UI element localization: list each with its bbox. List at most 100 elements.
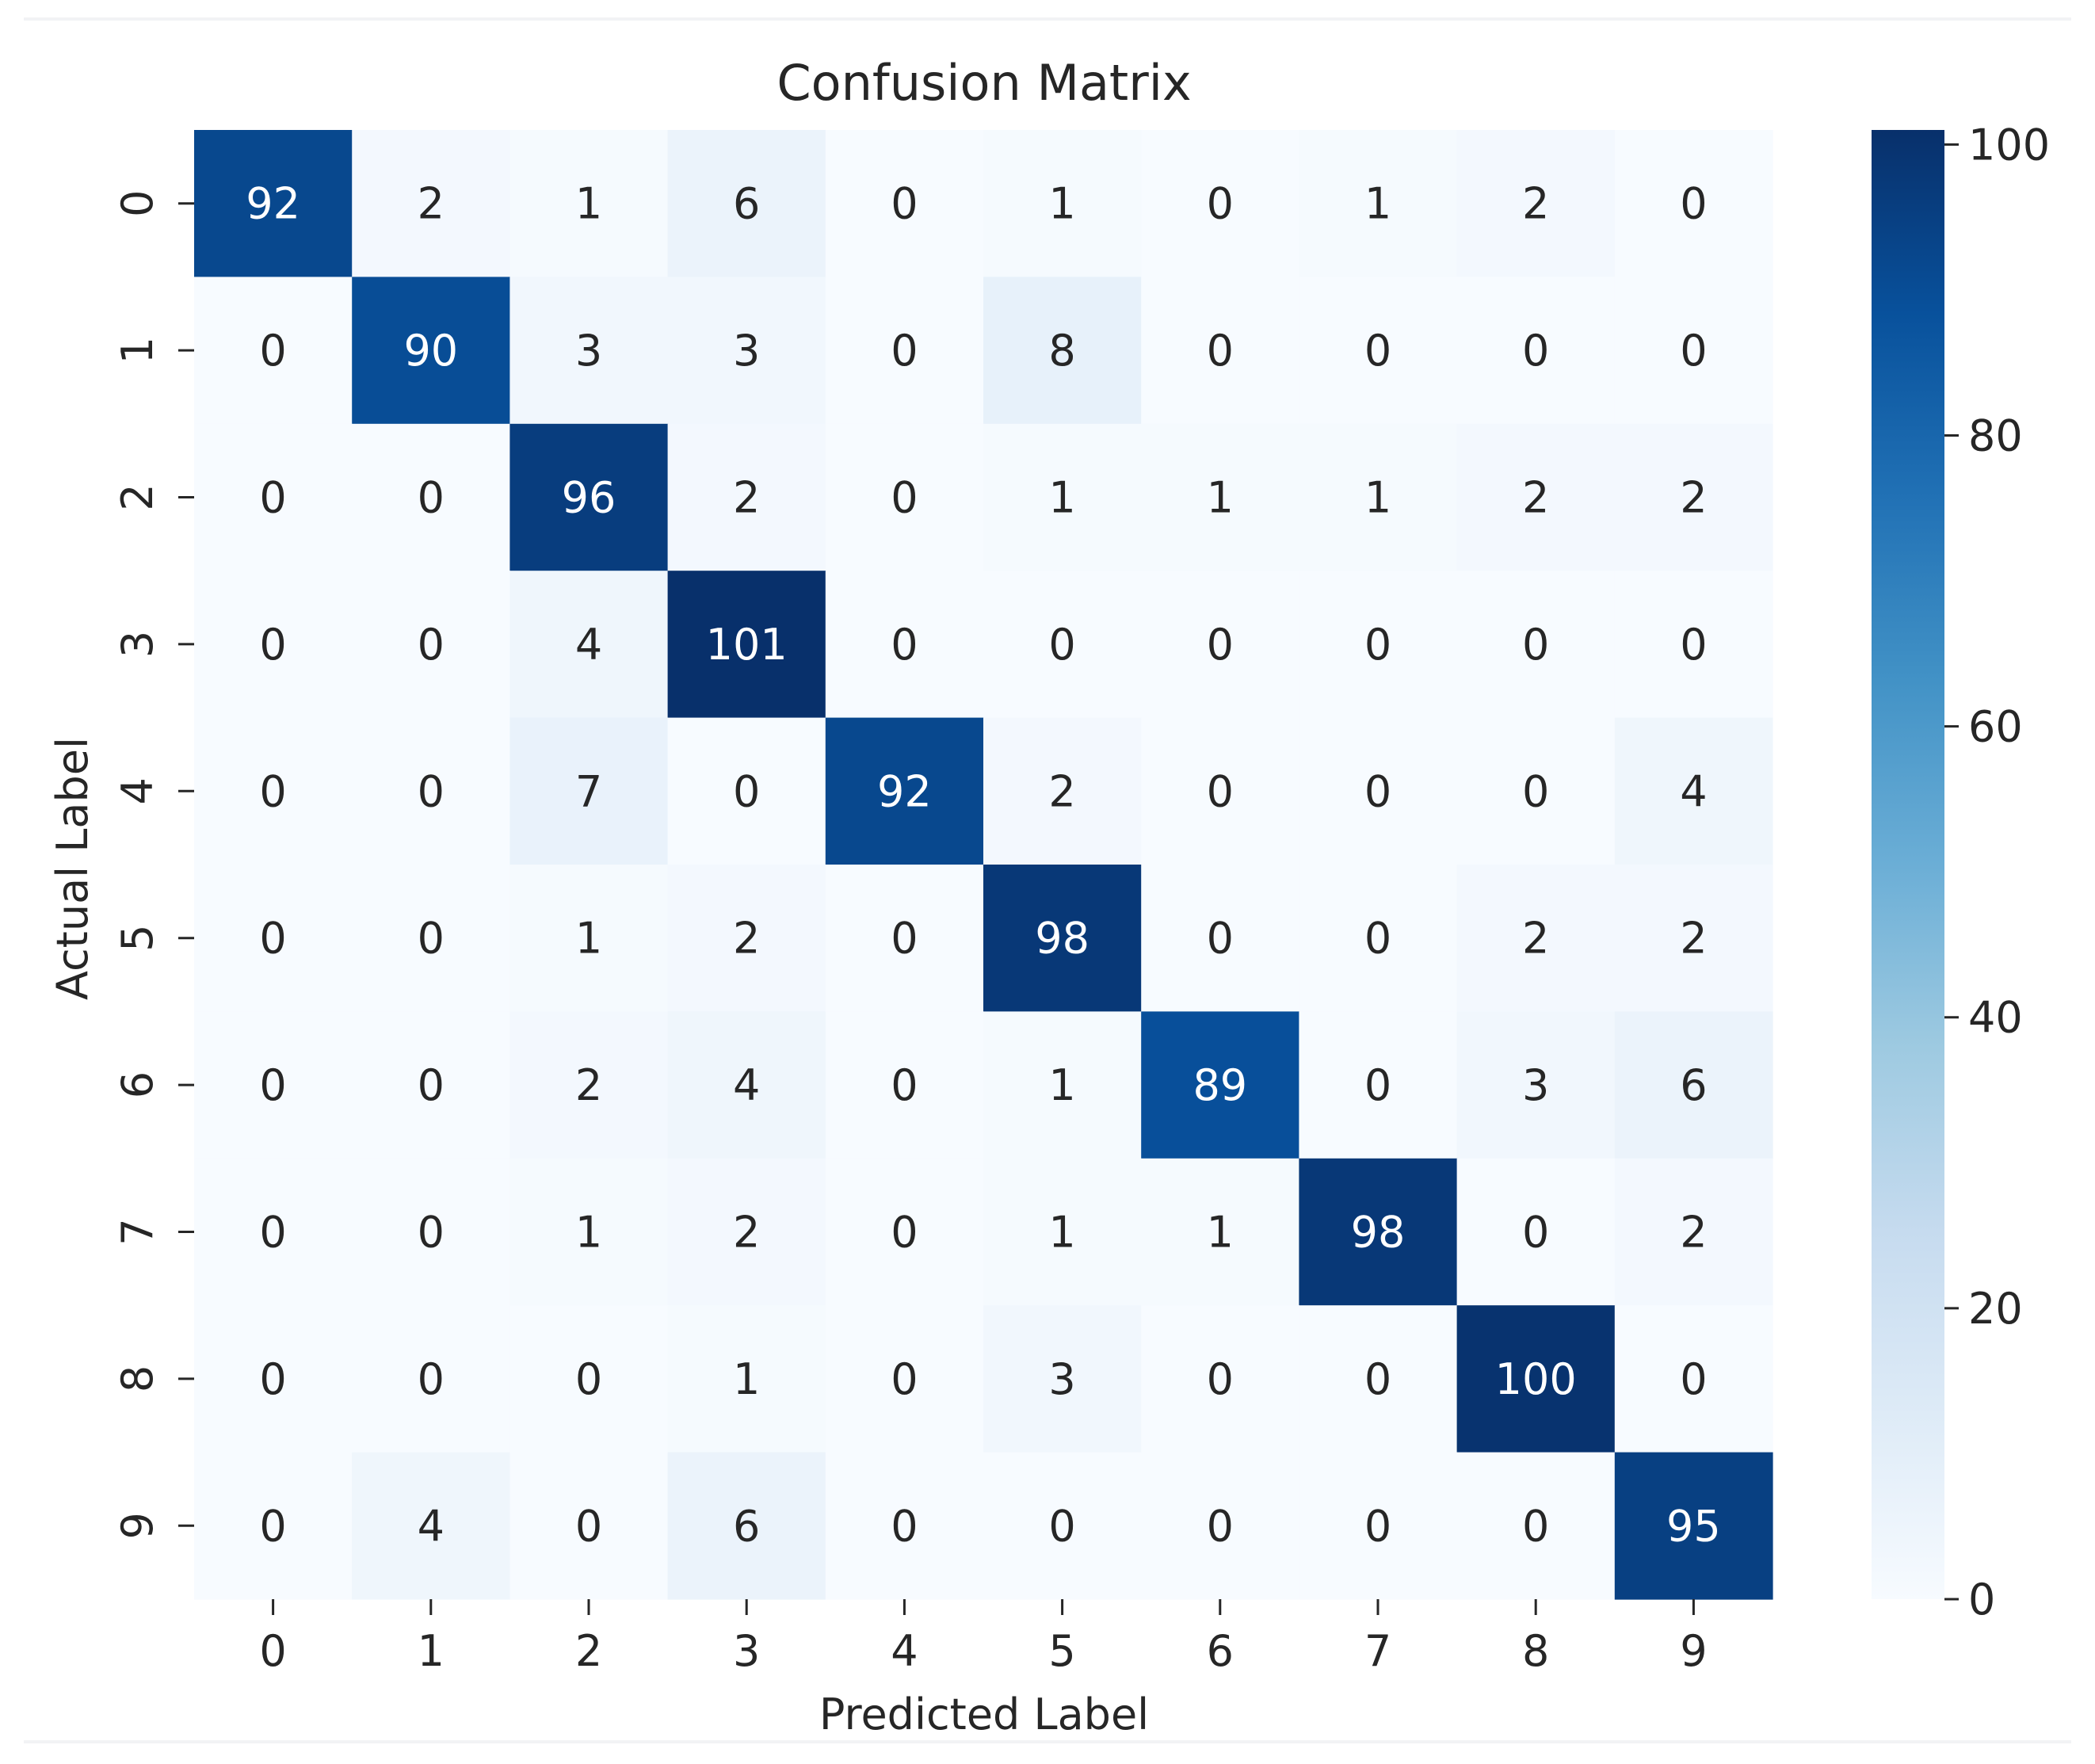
cell-value-label: 2 xyxy=(733,914,760,964)
heatmap-cell xyxy=(825,423,984,571)
cell-value-label: 0 xyxy=(1680,179,1707,229)
cell-value-label: 0 xyxy=(1207,620,1234,670)
cell-value-label: 90 xyxy=(403,326,458,376)
cell-value-label: 0 xyxy=(1364,914,1391,964)
y-tick-label: 4 xyxy=(113,777,162,804)
heatmap-cell xyxy=(509,130,669,277)
cell-value-label: 98 xyxy=(1351,1208,1406,1258)
heatmap-cell xyxy=(352,1452,510,1600)
heatmap-cell xyxy=(1614,277,1773,425)
cell-value-label: 2 xyxy=(733,473,760,523)
cell-value-label: 0 xyxy=(891,1208,918,1258)
cell-value-label: 0 xyxy=(891,914,918,964)
heatmap-cell xyxy=(1299,865,1458,1012)
heatmap-cell xyxy=(983,717,1142,865)
heatmap-cell xyxy=(667,1011,826,1159)
heatmap-cell xyxy=(983,277,1142,425)
cell-value-label: 4 xyxy=(733,1060,760,1110)
heatmap-cell xyxy=(1141,423,1299,571)
cell-value-label: 100 xyxy=(1495,1354,1577,1404)
cell-value-label: 7 xyxy=(575,766,602,816)
cell-value-label: 0 xyxy=(891,179,918,229)
cell-value-label: 2 xyxy=(1048,766,1075,816)
cell-value-label: 0 xyxy=(1364,1060,1391,1110)
cell-value-label: 0 xyxy=(891,1501,918,1551)
colorbar-tick-label: 80 xyxy=(1968,411,2023,461)
chart-title: Confusion Matrix xyxy=(777,54,1191,112)
heatmap-cell xyxy=(667,717,826,865)
cell-value-label: 89 xyxy=(1193,1060,1247,1110)
heatmap-cell xyxy=(825,277,984,425)
cell-value-label: 4 xyxy=(575,620,602,670)
top-divider xyxy=(24,17,2071,21)
heatmap-cell xyxy=(1299,423,1458,571)
heatmap-cell xyxy=(509,277,669,425)
cell-value-label: 1 xyxy=(1048,179,1075,229)
y-tick-label: 6 xyxy=(113,1071,162,1098)
cell-value-label: 0 xyxy=(575,1501,602,1551)
cell-value-label: 101 xyxy=(706,620,788,670)
x-tick-label: 2 xyxy=(575,1626,602,1676)
heatmap-cell xyxy=(352,130,510,277)
heatmap-cell xyxy=(1456,1011,1616,1159)
heatmap-cell xyxy=(1299,571,1458,719)
heatmap-cell xyxy=(1456,1158,1616,1306)
cell-value-label: 92 xyxy=(877,766,932,816)
heatmap-cell xyxy=(667,1452,826,1600)
cell-value-label: 1 xyxy=(575,179,602,229)
x-axis: 0 1 2 3 4 5 6 7 8 9 xyxy=(259,1599,1708,1676)
heatmap-cell xyxy=(983,1452,1142,1600)
heatmap-cell xyxy=(1456,277,1616,425)
heatmap-cell xyxy=(509,423,669,571)
colorbar-tick-label: 20 xyxy=(1968,1284,2023,1334)
cell-value-label: 1 xyxy=(1364,179,1391,229)
cell-value-label: 0 xyxy=(418,1354,445,1404)
cell-value-label: 6 xyxy=(733,179,760,229)
heatmap-cell xyxy=(1614,1305,1773,1453)
heatmap-cell xyxy=(825,1452,984,1600)
y-tick-label: 1 xyxy=(113,337,162,364)
heatmap-cell xyxy=(1299,1305,1458,1453)
heatmap-cell xyxy=(667,865,826,1012)
cell-value-label: 0 xyxy=(259,473,286,523)
cell-value-label: 2 xyxy=(575,1060,602,1110)
cell-value-label: 4 xyxy=(418,1501,445,1551)
cell-value-label: 0 xyxy=(1207,326,1234,376)
cell-value-label: 0 xyxy=(259,1208,286,1258)
heatmap-cell xyxy=(194,1158,353,1306)
cell-value-label: 1 xyxy=(1048,1208,1075,1258)
heatmap-cell xyxy=(194,423,353,571)
cell-value-label: 0 xyxy=(891,620,918,670)
y-tick-label: 3 xyxy=(113,631,162,658)
heatmap-cell xyxy=(1141,277,1299,425)
heatmap-cell xyxy=(509,1158,669,1306)
heatmap-cell xyxy=(352,571,510,719)
heatmap-cell xyxy=(194,717,353,865)
x-tick-label: 7 xyxy=(1364,1626,1391,1676)
cell-value-label: 95 xyxy=(1666,1501,1721,1551)
colorbar-tick-label: 0 xyxy=(1968,1575,1995,1625)
heatmap-cell xyxy=(1614,423,1773,571)
heatmap-cell xyxy=(194,571,353,719)
x-tick-label: 1 xyxy=(418,1626,445,1676)
heatmap-cells xyxy=(194,130,1773,1600)
heatmap-cell xyxy=(1141,1158,1299,1306)
heatmap-cell xyxy=(1299,717,1458,865)
heatmap-cell xyxy=(352,717,510,865)
heatmap-cell xyxy=(509,865,669,1012)
cell-value-label: 98 xyxy=(1035,914,1089,964)
heatmap-cell xyxy=(667,423,826,571)
cell-value-label: 1 xyxy=(1048,473,1075,523)
heatmap-cell xyxy=(1614,1011,1773,1159)
cell-value-label: 0 xyxy=(1207,179,1234,229)
cell-value-label: 0 xyxy=(259,620,286,670)
y-axis-label: Actual Label xyxy=(48,737,97,1000)
heatmap-cell xyxy=(509,717,669,865)
heatmap-cell xyxy=(1141,1305,1299,1453)
cell-value-label: 0 xyxy=(1207,766,1234,816)
heatmap-cell xyxy=(825,865,984,1012)
heatmap-cell xyxy=(1614,130,1773,277)
heatmap-cell xyxy=(1141,571,1299,719)
cell-value-label: 0 xyxy=(1207,914,1234,964)
